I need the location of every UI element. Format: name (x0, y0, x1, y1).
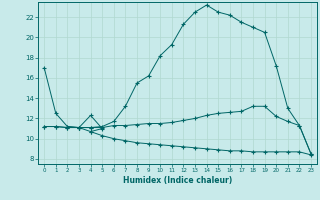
X-axis label: Humidex (Indice chaleur): Humidex (Indice chaleur) (123, 176, 232, 185)
